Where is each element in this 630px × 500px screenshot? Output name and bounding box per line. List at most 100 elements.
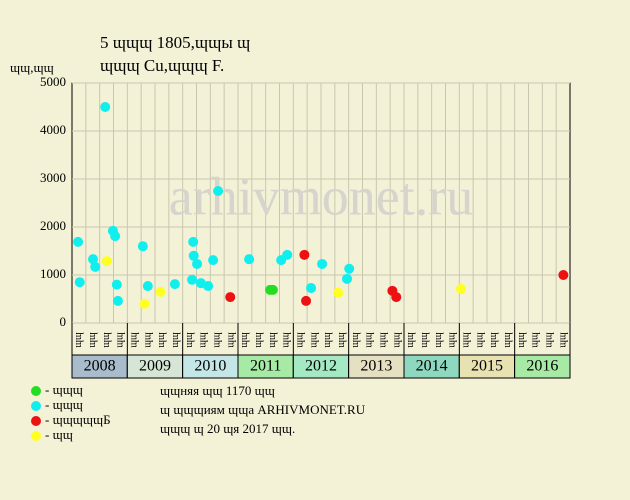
y-tick-label: 3000 bbox=[40, 170, 66, 185]
quarter-label: ɰɰ bbox=[115, 332, 126, 348]
legend-label: - ɰɰɰ bbox=[45, 397, 83, 412]
quarter-label: ɰɰ bbox=[308, 332, 319, 348]
quarter-label: ɰɰ bbox=[378, 332, 389, 348]
quarter-label: ɰɰ bbox=[156, 332, 167, 348]
point bbox=[306, 282, 317, 293]
point bbox=[188, 236, 199, 247]
y-tick-label: 1000 bbox=[40, 266, 66, 281]
quarter-label: ɰɰ bbox=[295, 332, 306, 348]
legend-label: - ɰɰɰ bbox=[45, 382, 83, 397]
point bbox=[333, 287, 344, 298]
point bbox=[187, 274, 198, 285]
point bbox=[139, 298, 150, 309]
point bbox=[317, 258, 328, 269]
point bbox=[188, 250, 199, 261]
quarter-label: ɰɰ bbox=[336, 332, 347, 348]
quarter-label: ɰɰ bbox=[544, 332, 555, 348]
quarter-label: ɰɰ bbox=[129, 332, 140, 348]
point bbox=[101, 256, 112, 267]
point bbox=[213, 186, 224, 196]
quarter-label: ɰɰ bbox=[101, 332, 112, 348]
quarter-label: ɰɰ bbox=[502, 332, 513, 348]
quarter-label: ɰɰ bbox=[474, 332, 485, 348]
quarter-label: ɰɰ bbox=[433, 332, 444, 348]
point bbox=[301, 295, 312, 306]
y-tick-label: 0 bbox=[60, 314, 67, 329]
y-axis-label: ɰɰ,ɰɰ bbox=[10, 60, 54, 75]
quarter-label: ɰɰ bbox=[530, 332, 541, 348]
quarter-label: ɰɰ bbox=[405, 332, 416, 348]
legend-label: - ɰɰɰɰɰБ bbox=[45, 412, 111, 427]
x-tick-label: 2008 bbox=[84, 358, 116, 375]
quarter-label: ɰɰ bbox=[557, 332, 568, 348]
quarter-label: ɰɰ bbox=[488, 332, 499, 348]
y-tick-label: 4000 bbox=[40, 122, 66, 137]
y-tick-label: 2000 bbox=[40, 218, 66, 233]
point bbox=[391, 292, 402, 303]
point bbox=[111, 279, 122, 290]
point bbox=[342, 273, 353, 284]
quarter-label: ɰɰ bbox=[73, 332, 84, 348]
quarter-label: ɰɰ bbox=[322, 332, 333, 348]
quarter-label: ɰɰ bbox=[281, 332, 292, 348]
legend-marker bbox=[31, 386, 41, 396]
x-tick-label: 2010 bbox=[194, 358, 226, 375]
point bbox=[142, 281, 153, 292]
point bbox=[73, 236, 84, 247]
quarter-label: ɰɰ bbox=[170, 332, 181, 348]
y-tick-label: 5000 bbox=[40, 74, 66, 89]
note: ɰɰняя ɰɰ 1170 ɰɰ bbox=[160, 383, 275, 398]
point bbox=[88, 254, 99, 265]
quarter-label: ɰɰ bbox=[419, 332, 430, 348]
point bbox=[344, 263, 355, 274]
quarter-label: ɰɰ bbox=[461, 332, 472, 348]
quarter-label: ɰɰ bbox=[184, 332, 195, 348]
point bbox=[244, 254, 255, 265]
quarter-label: ɰɰ bbox=[198, 332, 209, 348]
x-tick-label: 2015 bbox=[471, 358, 503, 375]
point bbox=[169, 279, 180, 290]
point bbox=[90, 261, 101, 272]
point bbox=[208, 255, 219, 266]
quarter-label: ɰɰ bbox=[239, 332, 250, 348]
quarter-label: ɰɰ bbox=[447, 332, 458, 348]
point bbox=[137, 241, 148, 252]
quarter-label: ɰɰ bbox=[87, 332, 98, 348]
x-tick-label: 2013 bbox=[360, 358, 392, 375]
chart-subtitle: ɰɰɰ Cu,ɰɰɰ F. bbox=[100, 56, 224, 75]
point bbox=[558, 270, 569, 280]
x-tick-label: 2014 bbox=[416, 358, 448, 375]
note: ɰ ɰɰɰиям ɰɰа ARHIVMONET.RU bbox=[160, 402, 366, 417]
legend-label: - ɰɰ bbox=[45, 427, 73, 442]
point bbox=[110, 231, 121, 242]
point bbox=[203, 281, 214, 292]
point bbox=[225, 292, 236, 303]
point bbox=[299, 249, 310, 260]
quarter-label: ɰɰ bbox=[253, 332, 264, 348]
quarter-label: ɰɰ bbox=[142, 332, 153, 348]
point bbox=[74, 277, 85, 288]
legend-marker bbox=[31, 401, 41, 411]
x-tick-label: 2012 bbox=[305, 358, 337, 375]
point bbox=[192, 258, 203, 269]
legend-marker bbox=[31, 431, 41, 441]
quarter-label: ɰɰ bbox=[212, 332, 223, 348]
point bbox=[282, 249, 293, 260]
point bbox=[455, 283, 466, 294]
quarter-label: ɰɰ bbox=[391, 332, 402, 348]
chart-title: 5 ɰɰɰ 1805,ɰɰы ɰ bbox=[100, 33, 250, 52]
point bbox=[267, 284, 278, 295]
quarter-label: ɰɰ bbox=[516, 332, 527, 348]
quarter-label: ɰɰ bbox=[225, 332, 236, 348]
note: ɰɰɰ ɰ 20 ɰя 2017 ɰɰ. bbox=[160, 421, 295, 436]
x-tick-label: 2009 bbox=[139, 358, 171, 375]
point bbox=[112, 295, 123, 306]
x-tick-label: 2016 bbox=[526, 358, 558, 375]
quarter-label: ɰɰ bbox=[364, 332, 375, 348]
quarter-label: ɰɰ bbox=[267, 332, 278, 348]
legend-marker bbox=[31, 416, 41, 426]
quarter-label: ɰɰ bbox=[350, 332, 361, 348]
watermark: arhivmonet.ru bbox=[169, 166, 473, 226]
